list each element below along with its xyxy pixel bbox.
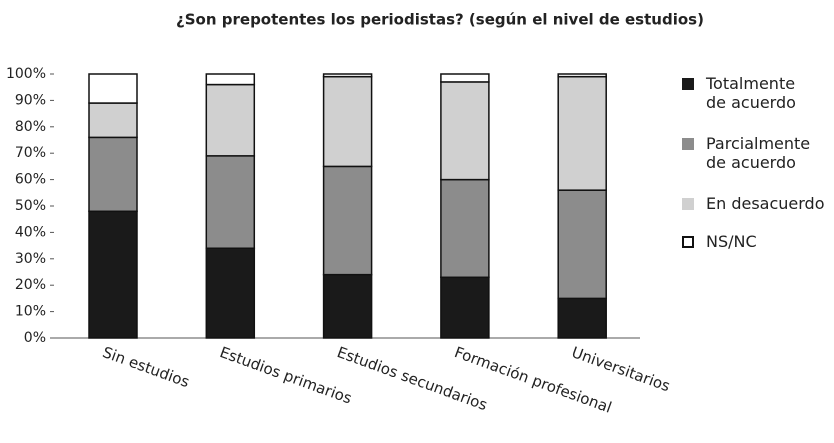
legend-item: Parcialmente de acuerdo bbox=[682, 134, 832, 194]
legend-swatch bbox=[682, 138, 694, 150]
bar-segment bbox=[88, 210, 138, 339]
x-tick-label: Universitarios bbox=[569, 343, 672, 395]
legend-label: NS/NC bbox=[706, 232, 757, 251]
y-tick-label: 10% bbox=[15, 304, 46, 320]
y-tick-label: 100% bbox=[6, 66, 46, 82]
bar-segment bbox=[322, 165, 373, 276]
legend: Totalmente de acuerdo Parcialmente de acu… bbox=[682, 74, 832, 270]
y-tick-label: 30% bbox=[15, 251, 46, 267]
bar-segment bbox=[557, 189, 607, 300]
y-tick-label: 70% bbox=[15, 145, 46, 161]
y-tick-label: 60% bbox=[15, 172, 46, 188]
bar-segment bbox=[205, 155, 256, 249]
bar-segment bbox=[557, 75, 607, 191]
bar-segment bbox=[557, 73, 607, 78]
legend-label: Totalmente de acuerdo bbox=[706, 74, 796, 112]
bar-segment bbox=[205, 247, 256, 339]
legend-swatch bbox=[682, 198, 694, 210]
y-tick-label: 40% bbox=[15, 224, 46, 240]
legend-swatch bbox=[682, 78, 694, 90]
bar-segment bbox=[440, 73, 490, 83]
bar-segment bbox=[440, 178, 490, 279]
x-tick-label: Estudios primarios bbox=[217, 343, 354, 408]
legend-item: Totalmente de acuerdo bbox=[682, 74, 832, 134]
chart-title: ¿Son prepotentes los periodistas? (según… bbox=[176, 11, 704, 29]
bar-segment bbox=[557, 297, 607, 339]
legend-swatch bbox=[682, 236, 694, 248]
y-tick-label: 0% bbox=[24, 330, 46, 346]
bar-segment bbox=[88, 102, 138, 139]
y-tick-label: 20% bbox=[15, 277, 46, 293]
legend-label: En desacuerdo bbox=[706, 194, 825, 213]
bar-segment bbox=[322, 75, 373, 168]
bar-segment bbox=[88, 136, 138, 213]
y-tick-label: 50% bbox=[15, 198, 46, 214]
bar-segment bbox=[322, 273, 373, 339]
y-tick-label: 80% bbox=[15, 119, 46, 135]
bar-segment bbox=[205, 73, 256, 86]
x-tick-label: Sin estudios bbox=[100, 343, 192, 391]
bar-segment bbox=[440, 276, 490, 339]
bar-segment bbox=[205, 83, 256, 157]
y-tick-label: 90% bbox=[15, 92, 46, 108]
bar-segment bbox=[322, 73, 373, 78]
bar-segment bbox=[88, 73, 138, 104]
legend-item: NS/NC bbox=[682, 232, 832, 270]
bar-segment bbox=[440, 81, 490, 181]
legend-item: En desacuerdo bbox=[682, 194, 832, 232]
legend-label: Parcialmente de acuerdo bbox=[706, 134, 811, 172]
